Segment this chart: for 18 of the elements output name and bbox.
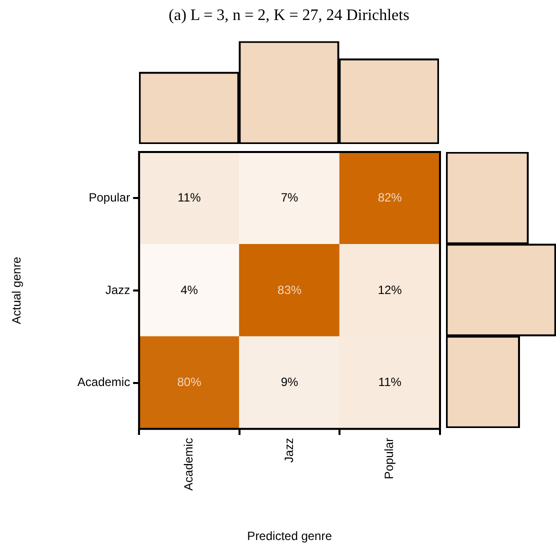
y-tick-label: Academic — [77, 375, 130, 390]
x-axis-title: Predicted genre — [247, 529, 332, 544]
x-tick-label: Academic — [182, 438, 196, 491]
data-label: 80% — [177, 375, 202, 390]
data-label: 83% — [278, 282, 302, 297]
x-tick-label: Jazz — [282, 438, 296, 463]
data-label: 9% — [280, 375, 299, 390]
data-label: 4% — [180, 282, 198, 297]
data-label: 12% — [378, 282, 402, 297]
y-tick-label: Jazz — [105, 282, 130, 297]
data-label: 82% — [378, 190, 402, 204]
x-tick-label: Popular — [382, 438, 396, 480]
data-label: 11% — [378, 375, 402, 390]
data-label: 11% — [178, 190, 202, 204]
chart-title: (a) L = 3, n = 2, K = 27, 24 Dirichlets — [168, 6, 410, 24]
data-label: 7% — [280, 190, 299, 204]
y-axis-title: Actual genre — [10, 256, 24, 324]
y-tick-label: Popular — [88, 190, 130, 204]
